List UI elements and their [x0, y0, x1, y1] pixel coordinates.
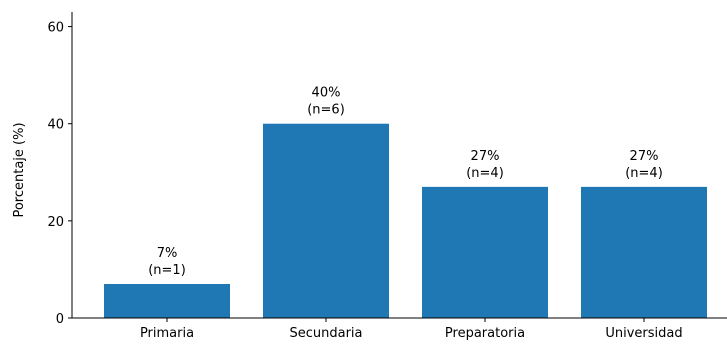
x-axis: Primaria Secundaria Preparatoria Universida… [72, 317, 727, 341]
y-tick-label: 40 [47, 118, 64, 133]
bar-value-label: 40% [312, 86, 341, 101]
y-axis: 0 20 40 60 [47, 12, 73, 327]
bar-count-label: (n=4) [466, 166, 504, 181]
bar-count-label: (n=1) [148, 263, 186, 278]
bar-primaria [104, 284, 230, 318]
bar-value-label: 27% [471, 149, 500, 164]
bar-count-label: (n=6) [307, 103, 345, 118]
bar-value-label: 7% [157, 246, 178, 261]
bar-preparatoria [422, 186, 548, 318]
bar-labels-layer: 7% (n=1) 40% (n=6) 27% (n=4) 27% (n=4) [148, 86, 663, 278]
y-axis-label: Porcentaje (%) [12, 122, 27, 217]
bar-universidad [581, 186, 707, 318]
y-tick-label: 60 [47, 21, 64, 36]
y-tick-label: 20 [47, 215, 64, 230]
bar-value-label: 27% [630, 149, 659, 164]
x-tick-label: Universidad [605, 326, 682, 341]
x-tick-label: Primaria [140, 326, 194, 341]
x-tick-label: Secundaria [289, 326, 362, 341]
x-tick-label: Preparatoria [445, 326, 525, 341]
bars-layer [104, 123, 707, 318]
y-tick-label: 0 [56, 312, 64, 327]
bar-secundaria [263, 123, 389, 318]
bar-count-label: (n=4) [625, 166, 663, 181]
